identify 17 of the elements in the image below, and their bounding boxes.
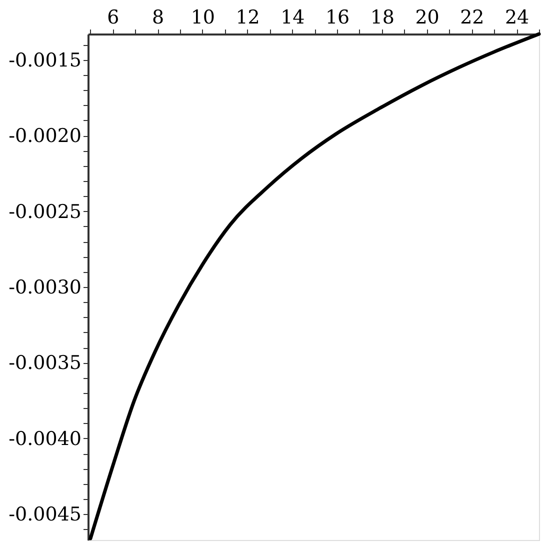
x-tick-label: 10: [190, 6, 216, 28]
x-tick-label: 18: [370, 6, 395, 28]
y-tick-label: -0.0030: [8, 276, 82, 298]
x-tick-label: 20: [415, 6, 440, 28]
x-tick-label: 6: [107, 6, 120, 28]
y-tick-label: -0.0020: [8, 125, 82, 148]
y-tick-label: -0.0025: [8, 200, 82, 223]
x-tick-label: 22: [460, 6, 484, 28]
x-tick-label: 12: [236, 6, 260, 28]
x-tick-label: 8: [152, 6, 164, 28]
y-tick-label: -0.0035: [8, 352, 82, 374]
x-tick-label: 24: [504, 6, 530, 28]
x-tick-label: 14: [280, 6, 305, 28]
x-tick-label: 16: [325, 6, 350, 28]
y-tick-label: -0.0040: [8, 428, 82, 450]
y-tick-label: -0.0015: [8, 49, 82, 72]
y-tick-label: -0.0045: [8, 504, 82, 526]
